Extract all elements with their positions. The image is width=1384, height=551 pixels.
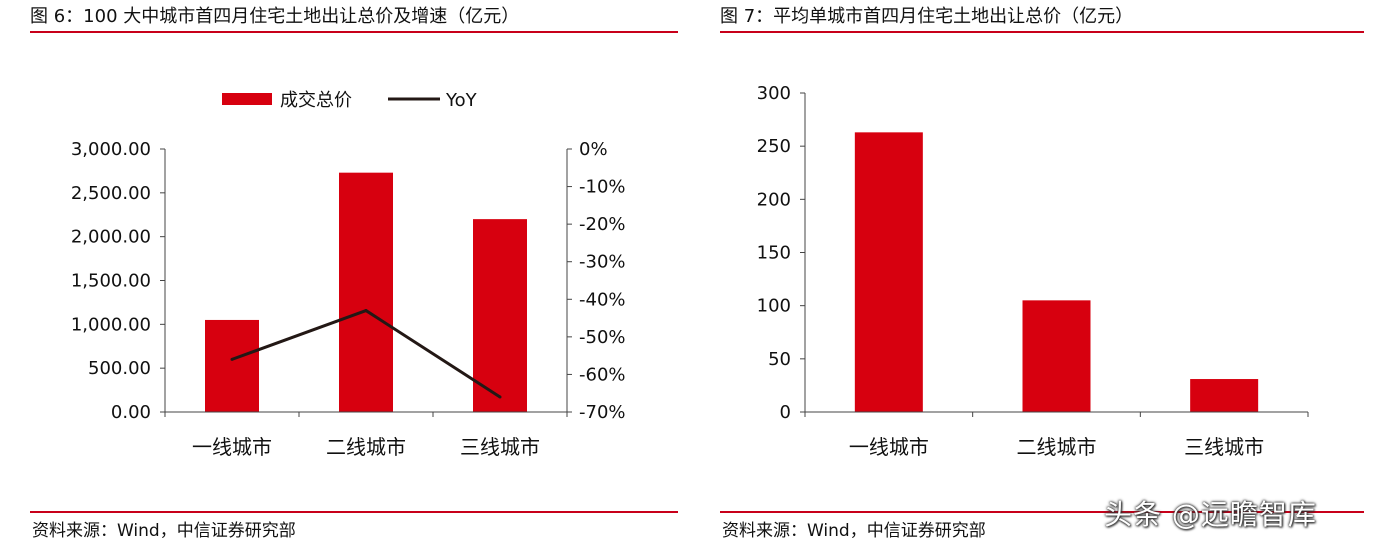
watermark: 头条 @远瞻智库 (1104, 498, 1317, 531)
y-tick-label-right: 0% (579, 139, 608, 160)
legend-swatch-bar (222, 93, 272, 105)
figure-7-source: 资料来源：Wind，中信证券研究部 (722, 521, 986, 541)
y-tick-label-left: 1,500.00 (71, 271, 151, 292)
y-tick-label-left: 3,000.00 (71, 139, 151, 160)
y-tick-label-right: -50% (579, 327, 626, 348)
y-tick-label-right: -60% (579, 364, 626, 385)
figure-6-panel: 图 6：100 大中城市首四月住宅土地出让总价及增速（亿元） 成交总价 YoY 0.… (0, 0, 690, 551)
figure-6-top-rule (30, 31, 678, 33)
figure-7-top-rule (720, 31, 1364, 33)
y-tick-label-left: 2,000.00 (71, 227, 151, 248)
bar-total-3 (473, 219, 527, 412)
y-tick-label-right: -40% (579, 289, 626, 310)
y-tick-label-left: 500.00 (88, 358, 151, 379)
yoy-point-2 (364, 309, 368, 313)
y-tick-label-right: -20% (579, 214, 626, 235)
x-tick-label: 一线城市 (849, 435, 929, 459)
figure-6-source: 资料来源：Wind，中信证券研究部 (32, 521, 296, 541)
figure-6-title: 图 6：100 大中城市首四月住宅土地出让总价及增速（亿元） (30, 6, 520, 27)
figure-7-title: 图 7：平均单城市首四月住宅土地出让总价（亿元） (720, 6, 1134, 27)
x-tick-label: 三线城市 (1184, 435, 1264, 459)
y-tick-label-left: 1,000.00 (71, 314, 151, 335)
y-tick-label-left: 0.00 (111, 402, 151, 423)
yoy-point-1 (230, 357, 234, 361)
y-tick-label: 150 (757, 243, 791, 264)
y-tick-label: 0 (780, 402, 791, 423)
y-tick-label: 250 (757, 136, 791, 157)
bar-avg-3 (1190, 379, 1259, 412)
figure-6-bottom-rule (30, 511, 678, 513)
bar-total-2 (339, 172, 393, 412)
figure-7-bottom-rule (720, 511, 1364, 513)
figure-7-panel: 图 7：平均单城市首四月住宅土地出让总价（亿元） 0 50 100 150 200 250… (690, 0, 1384, 551)
yoy-point-3 (498, 395, 502, 399)
x-tick-label: 一线城市 (192, 435, 272, 459)
bar-avg-2 (1022, 300, 1091, 412)
x-tick-label: 二线城市 (326, 435, 406, 459)
legend-label-line: YoY (445, 90, 478, 111)
legend-label-bar: 成交总价 (280, 90, 352, 111)
y-tick-label: 100 (757, 296, 791, 317)
y-tick-label-left: 2,500.00 (71, 183, 151, 204)
y-tick-label: 300 (757, 83, 791, 104)
y-tick-label: 50 (768, 349, 791, 370)
x-tick-label: 三线城市 (460, 435, 540, 459)
bar-total-1 (205, 319, 259, 412)
y-tick-label-right: -10% (579, 177, 626, 198)
y-tick-label: 200 (757, 189, 791, 210)
figure-7-chart: 0 50 100 150 200 250 300 一线城市 二线城市 三线城市 (757, 83, 1309, 459)
y-tick-label-right: -30% (579, 252, 626, 273)
y-tick-label-right: -70% (579, 402, 626, 423)
x-tick-label: 二线城市 (1017, 435, 1097, 459)
figure-6-chart: 成交总价 YoY 0.00 500.00 1,000.00 1,500.00 2,000.0… (71, 90, 626, 459)
bar-avg-1 (854, 132, 923, 413)
